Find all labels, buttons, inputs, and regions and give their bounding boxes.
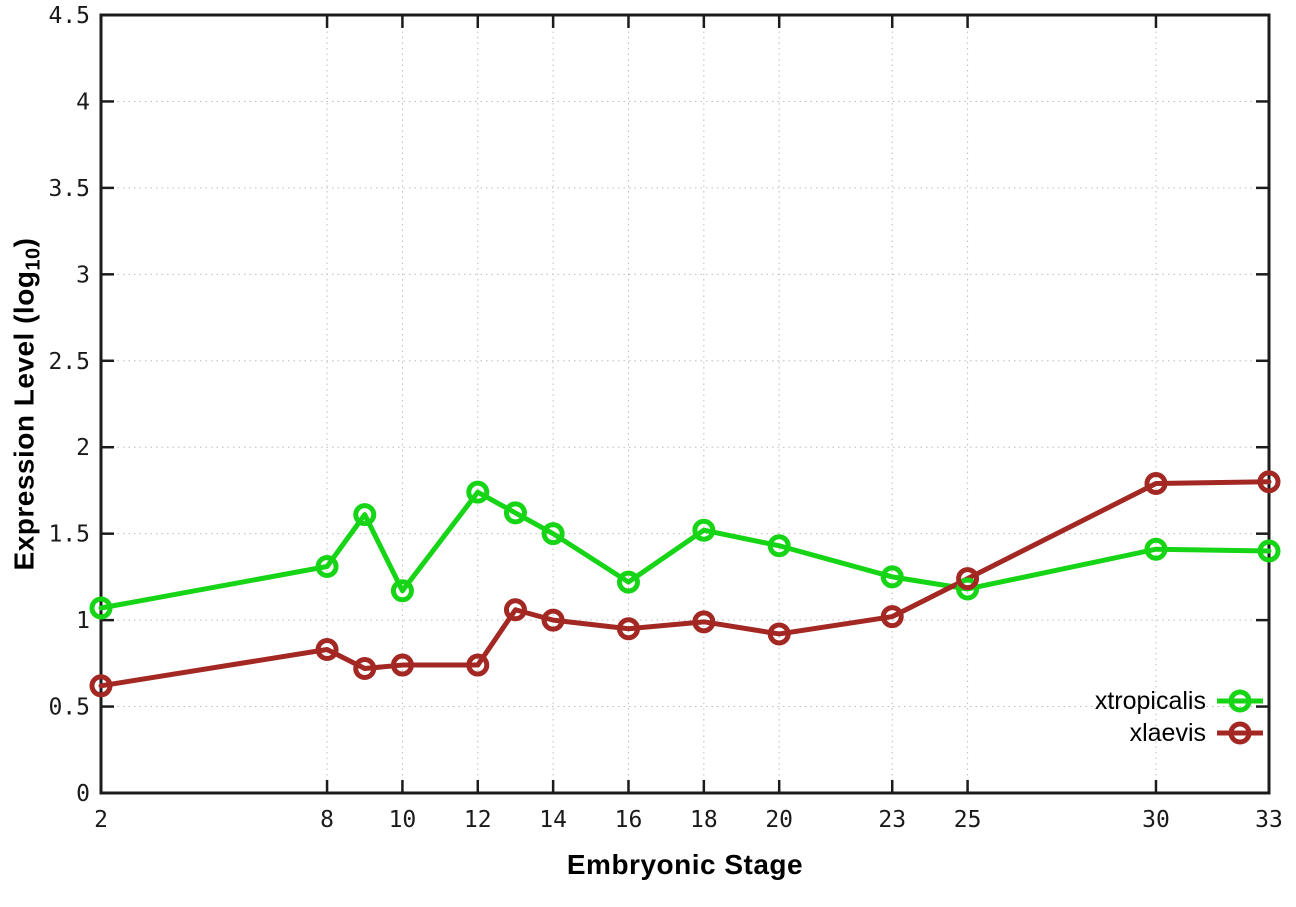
data-point-xtropicalis <box>767 534 791 558</box>
y-axis-title-subscript: 10 <box>22 247 45 271</box>
data-point-xtropicalis <box>880 565 904 589</box>
x-tick-label: 16 <box>615 807 643 833</box>
data-point-xtropicalis <box>466 480 490 504</box>
y-axis-title-text: Expression Level (log10) <box>8 237 45 571</box>
series-line-xlaevis <box>98 479 1272 689</box>
x-axis-title: Embryonic Stage <box>566 849 804 880</box>
y-tick-label: 2 <box>76 435 90 461</box>
data-point-xlaevis <box>89 674 113 698</box>
y-tick-label: 1 <box>76 608 90 634</box>
y-tick-label: 0.5 <box>48 695 90 721</box>
legend-label: xtropicalis <box>1094 686 1206 715</box>
x-tick-label: 8 <box>320 807 334 833</box>
x-tick-label: 23 <box>878 807 906 833</box>
x-tick-label: 30 <box>1142 807 1170 833</box>
data-point-xlaevis <box>353 657 377 681</box>
data-point-xtropicalis <box>315 555 339 579</box>
data-point-xlaevis <box>692 610 716 634</box>
x-tick-label: 18 <box>690 807 718 833</box>
x-tick-label: 2 <box>94 807 108 833</box>
x-tick-label: 33 <box>1255 807 1283 833</box>
data-point-xlaevis <box>616 617 640 641</box>
data-point-xtropicalis <box>956 577 980 601</box>
y-tick-label: 3 <box>76 262 90 288</box>
legend: xtropicalis xlaevis <box>1095 686 1265 748</box>
legend-marker-xlaevis <box>1217 721 1263 745</box>
legend-marker-xtropicalis <box>1217 689 1263 713</box>
data-point-xtropicalis <box>89 596 113 620</box>
x-tick-label: 12 <box>464 807 492 833</box>
data-point-xtropicalis <box>1144 537 1168 561</box>
x-tick-label: 10 <box>389 807 417 833</box>
data-point-xtropicalis <box>1257 539 1281 563</box>
data-point-xlaevis <box>1144 472 1168 496</box>
data-point-xlaevis <box>466 653 490 677</box>
data-point-xlaevis <box>503 598 527 622</box>
y-tick-label: 4.5 <box>48 3 90 29</box>
data-point-xlaevis <box>541 608 565 632</box>
x-tick-label: 20 <box>765 807 793 833</box>
data-point-xtropicalis <box>692 518 716 542</box>
plot-border <box>99 13 1271 795</box>
data-point-xlaevis <box>390 653 414 677</box>
data-point-xlaevis <box>767 622 791 646</box>
legend-item-xtropicalis: xtropicalis <box>1095 686 1265 716</box>
data-point-xtropicalis <box>390 579 414 603</box>
legend-item-xlaevis: xlaevis <box>1130 718 1265 748</box>
y-tick-label: 0 <box>76 781 90 807</box>
data-point-xtropicalis <box>541 522 565 546</box>
data-point-xtropicalis <box>616 570 640 594</box>
data-point-xlaevis <box>1257 470 1281 494</box>
data-point-xlaevis <box>315 638 339 662</box>
data-point-xtropicalis <box>353 503 377 527</box>
data-point-xlaevis <box>880 605 904 629</box>
y-tick-label: 2.5 <box>48 349 90 375</box>
data-point-xlaevis <box>956 567 980 591</box>
legend-label: xlaevis <box>1129 718 1206 747</box>
x-tick-label: 25 <box>954 807 982 833</box>
y-tick-label: 3.5 <box>48 176 90 202</box>
data-point-xtropicalis <box>503 501 527 525</box>
y-tick-label: 1.5 <box>48 522 90 548</box>
x-tick-label: 14 <box>539 807 567 833</box>
y-tick-label: 4 <box>76 89 90 115</box>
series-line-xtropicalis <box>98 489 1272 611</box>
